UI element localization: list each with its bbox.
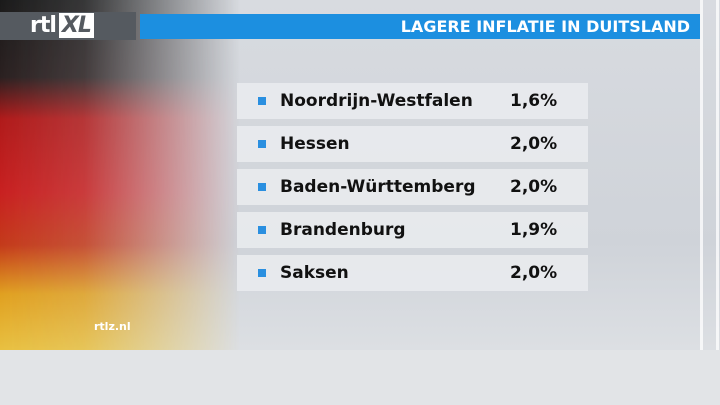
inflation-rate: 2,0%	[510, 134, 558, 154]
table-row: Brandenburg 1,9%	[237, 212, 588, 248]
bullet	[258, 97, 266, 105]
watermark: rtlz.nl	[94, 320, 131, 333]
inflation-rate: 1,6%	[510, 91, 558, 111]
flag-background	[0, 0, 240, 350]
logo-rtl: rtl	[30, 13, 57, 38]
bullet	[258, 140, 266, 148]
bullet	[258, 226, 266, 234]
bullet	[258, 269, 266, 277]
stripe	[700, 0, 703, 350]
title-bar	[140, 14, 700, 39]
stripe	[716, 0, 719, 350]
region-name: Noordrijn-Westfalen	[280, 91, 473, 111]
title: LAGERE INFLATIE IN DUITSLAND	[400, 17, 690, 36]
inflation-rate: 2,0%	[510, 177, 558, 197]
region-name: Brandenburg	[280, 220, 406, 240]
inflation-rate: 2,0%	[510, 263, 558, 283]
table-row: Hessen 2,0%	[237, 126, 588, 162]
region-name: Baden-Württemberg	[280, 177, 476, 197]
table-row: Baden-Württemberg 2,0%	[237, 169, 588, 205]
inflation-rate: 1,9%	[510, 220, 558, 240]
region-name: Saksen	[280, 263, 349, 283]
bottom-band	[0, 350, 720, 405]
table-row: Noordrijn-Westfalen 1,6%	[237, 83, 588, 119]
region-name: Hessen	[280, 134, 350, 154]
logo-xl: XL	[58, 13, 94, 38]
bullet	[258, 183, 266, 191]
table-row: Saksen 2,0%	[237, 255, 588, 291]
logo: rtl XL	[30, 13, 94, 38]
